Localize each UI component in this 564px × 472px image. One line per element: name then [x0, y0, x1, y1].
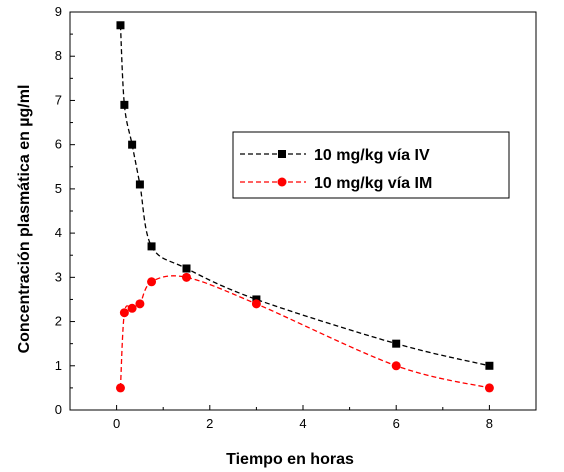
y-tick-label: 1: [55, 358, 62, 373]
data-point: [135, 299, 145, 309]
y-tick-label: 9: [55, 4, 62, 19]
legend-item-1: 10 mg/kg vía IV: [240, 147, 430, 164]
legend-marker: [277, 177, 287, 187]
axes: 0 1 2 3 4 5 6 7 8 9 0 2 4 6 8: [55, 4, 537, 431]
legend-label: 10 mg/kg vía IM: [314, 175, 432, 192]
legend-item-2: 10 mg/kg vía IM: [240, 175, 432, 192]
plot-frame: [69, 11, 537, 411]
data-point: [485, 361, 494, 370]
data-point: [147, 277, 157, 287]
y-tick-label: 5: [55, 181, 62, 196]
y-tick-label: 4: [55, 225, 62, 240]
legend-marker: [278, 150, 286, 158]
data-point: [116, 21, 125, 30]
y-tick-label: 6: [55, 137, 62, 152]
data-point: [182, 264, 191, 273]
data-point: [251, 299, 261, 309]
data-point: [147, 242, 156, 251]
x-tick-label: 2: [206, 416, 213, 431]
data-point: [128, 140, 137, 149]
y-tick-label: 3: [55, 269, 62, 284]
legend-box: [232, 131, 510, 199]
y-axis-title: Concentración plasmática en µg/ml: [16, 85, 33, 354]
data-point: [115, 383, 125, 393]
data-point: [119, 308, 129, 318]
data-point: [484, 383, 494, 393]
x-tick-label: 0: [113, 416, 120, 431]
data-point: [135, 180, 144, 189]
series-layer: [115, 21, 494, 393]
data-point: [120, 100, 129, 109]
x-axis-title: Tiempo en horas: [226, 451, 354, 468]
data-point: [392, 339, 401, 348]
series-line: [119, 275, 490, 389]
y-tick-label: 0: [55, 402, 62, 417]
series-line: [119, 25, 490, 367]
data-point: [182, 272, 191, 282]
x-tick-label: 6: [393, 416, 400, 431]
y-tick-label: 7: [55, 92, 62, 107]
x-tick-label: 4: [299, 416, 306, 431]
y-tick-label: 8: [55, 48, 62, 63]
y-tick-label: 2: [55, 314, 62, 329]
data-point: [127, 303, 137, 313]
x-tick-label: 8: [486, 416, 493, 431]
legend: 10 mg/kg vía IV 10 mg/kg vía IM: [232, 131, 510, 199]
legend-label: 10 mg/kg vía IV: [314, 147, 430, 164]
series-2: [115, 272, 494, 393]
data-point: [391, 361, 401, 371]
